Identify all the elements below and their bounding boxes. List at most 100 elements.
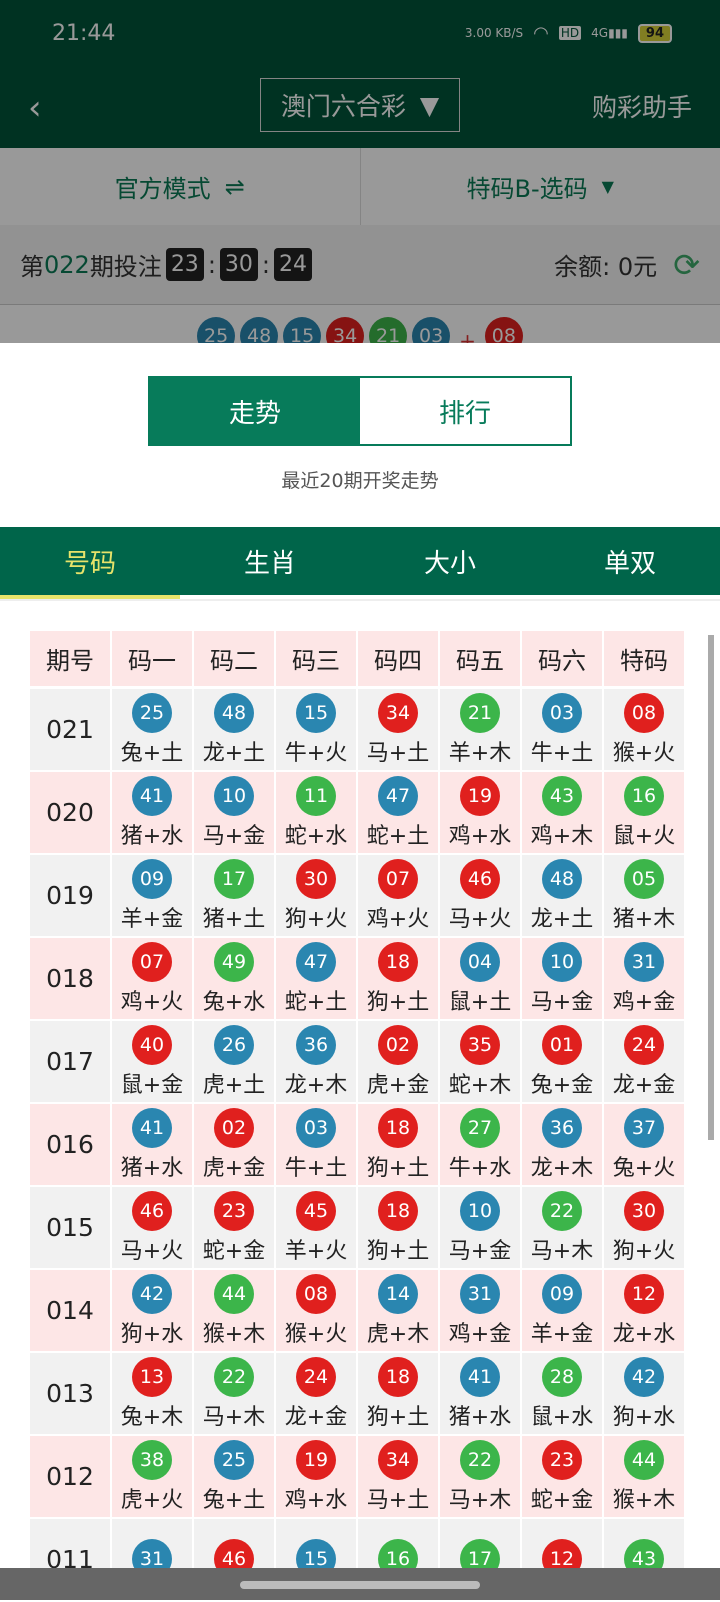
zodiac-element: 龙+水 — [613, 1316, 675, 1348]
number-ball: 45 — [296, 1191, 336, 1231]
zodiac-element: 虎+火 — [121, 1482, 183, 1514]
zodiac-element: 羊+金 — [121, 901, 183, 933]
column-header: 期号 — [30, 631, 110, 688]
zodiac-element: 虎+金 — [203, 1150, 265, 1182]
zodiac-element: 马+金 — [531, 984, 593, 1016]
scrollbar[interactable] — [708, 635, 714, 1140]
number-ball: 03 — [542, 693, 582, 733]
zodiac-element: 龙+土 — [203, 735, 265, 767]
number-ball: 03 — [296, 1108, 336, 1148]
number-ball: 08 — [296, 1274, 336, 1314]
zodiac-element: 鸡+火 — [367, 901, 429, 933]
issue-cell: 019 — [30, 855, 110, 938]
number-ball: 24 — [624, 1025, 664, 1065]
tab-rank[interactable]: 排行 — [360, 378, 570, 444]
zodiac-element: 狗+水 — [121, 1316, 183, 1348]
zodiac-element: 鸡+木 — [531, 818, 593, 850]
column-header: 码一 — [112, 631, 192, 688]
zodiac-element: 蛇+水 — [285, 818, 347, 850]
issue-cell: 021 — [30, 689, 110, 772]
zodiac-element: 狗+土 — [367, 1399, 429, 1431]
zodiac-element: 兔+土 — [121, 735, 183, 767]
number-ball: 09 — [542, 1274, 582, 1314]
number-ball: 41 — [460, 1357, 500, 1397]
overlay-scrim[interactable] — [0, 0, 720, 343]
number-ball: 30 — [296, 859, 336, 899]
zodiac-element: 鸡+金 — [613, 984, 675, 1016]
zodiac-element: 鸡+火 — [121, 984, 183, 1016]
number-ball: 02 — [378, 1025, 418, 1065]
tab-size[interactable]: 大小 — [360, 527, 540, 595]
column-header: 特码 — [604, 631, 684, 688]
view-segment: 走势 排行 — [148, 376, 572, 446]
zodiac-element: 龙+土 — [531, 901, 593, 933]
zodiac-element: 猴+火 — [285, 1316, 347, 1348]
column-header: 码六 — [522, 631, 602, 688]
zodiac-element: 马+木 — [449, 1482, 511, 1514]
zodiac-element: 蛇+土 — [367, 818, 429, 850]
zodiac-element: 蛇+土 — [285, 984, 347, 1016]
number-ball: 22 — [460, 1440, 500, 1480]
issue-cell: 018 — [30, 938, 110, 1021]
tab-trend[interactable]: 走势 — [150, 378, 360, 444]
number-ball: 34 — [378, 693, 418, 733]
number-ball: 27 — [460, 1108, 500, 1148]
number-ball: 10 — [460, 1191, 500, 1231]
zodiac-element: 鼠+水 — [531, 1399, 593, 1431]
tab-zodiac[interactable]: 生肖 — [180, 527, 360, 595]
tab-odd-even[interactable]: 单双 — [540, 527, 720, 595]
number-ball: 19 — [460, 776, 500, 816]
number-ball: 02 — [214, 1108, 254, 1148]
number-ball: 17 — [214, 859, 254, 899]
column-header: 码二 — [194, 631, 274, 688]
number-ball: 09 — [132, 859, 172, 899]
subtitle: 最近20期开奖走势 — [0, 466, 720, 493]
home-gesture-bar[interactable] — [240, 1581, 480, 1589]
zodiac-element: 鼠+火 — [613, 818, 675, 850]
zodiac-element: 猪+土 — [203, 901, 265, 933]
zodiac-element: 兔+水 — [203, 984, 265, 1016]
zodiac-element: 兔+土 — [203, 1482, 265, 1514]
zodiac-element: 蛇+木 — [449, 1067, 511, 1099]
zodiac-element: 羊+火 — [285, 1233, 347, 1265]
tab-numbers[interactable]: 号码 — [0, 527, 180, 595]
number-ball: 25 — [214, 1440, 254, 1480]
background-page: 21:44 3.00 KB/S ◠ HD 4G▮▮▮ 94 ‹ 澳门六合彩▼ 购… — [0, 0, 720, 343]
trend-tabs: 号码 生肖 大小 单双 — [0, 527, 720, 595]
